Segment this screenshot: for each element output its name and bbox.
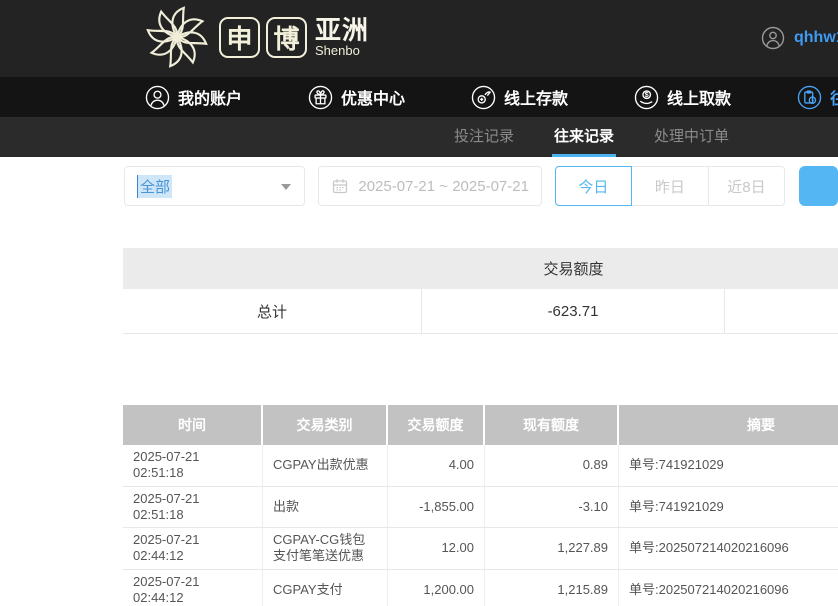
cell-time: 2025-07-21 02:44:12 [123, 528, 263, 569]
top-header: 申 博 亚洲 Shenbo qhhw1 [0, 0, 838, 77]
yesterday-button[interactable]: 昨日 [631, 166, 709, 206]
table-row: 2025-07-21 02:44:12 CGPAY支付 1,200.00 1,2… [123, 569, 838, 606]
cell-time: 2025-07-21 02:51:18 [123, 486, 263, 527]
col-header-type: 交易类别 [263, 405, 388, 445]
table-header-row: 时间 交易类别 交易额度 现有额度 摘要 [123, 405, 838, 445]
table-row: 2025-07-21 02:51:18 CGPAY出款优惠 4.00 0.89 … [123, 445, 838, 487]
date-range-value: 2025-07-21 ~ 2025-07-21 [358, 177, 529, 195]
summary-header-amount: 交易额度 [543, 261, 604, 278]
nav-item-deposit[interactable]: 线上存款 [471, 85, 568, 110]
summary-header-row: 交易额度 [123, 248, 838, 289]
nav-item-withdraw[interactable]: $ 线上取款 [634, 85, 731, 110]
cell-amount: -1,855.00 [388, 486, 485, 527]
logo-char-bo: 博 [266, 16, 307, 58]
transactions-table: 时间 交易类别 交易额度 现有额度 摘要 2025-07-21 02:51:18… [123, 405, 838, 606]
nav-label: 线上存款 [504, 91, 569, 108]
site-logo[interactable]: 申 博 亚洲 Shenbo [143, 3, 369, 71]
table-row: 2025-07-21 02:51:18 出款 -1,855.00 -3.10 单… [123, 486, 838, 528]
filter-row: 全部 2025-07-21 ~ 2025-07-21 今日 昨日 近8日 [123, 166, 838, 206]
logo-subtitle-text: Shenbo [315, 42, 360, 58]
records-tab-bar: 投注记录 往来记录 处理中订单 [0, 117, 838, 157]
summary-total-row: 总计 -623.71 [123, 289, 838, 334]
chevron-down-icon [281, 184, 292, 190]
nav-label: 优惠中心 [341, 91, 406, 108]
tab-pending-orders[interactable]: 处理中订单 [654, 128, 730, 145]
cell-time: 2025-07-21 02:51:18 [123, 445, 263, 486]
cell-summary: 单号:202507214020216096 [629, 540, 789, 556]
cell-amount: 4.00 [388, 445, 485, 486]
nav-item-promotions[interactable]: 优惠中心 [308, 85, 405, 110]
date-range-input[interactable]: 2025-07-21 ~ 2025-07-21 [318, 166, 542, 206]
account-icon [145, 85, 170, 110]
content-area: 全部 2025-07-21 ~ 2025-07-21 今日 昨日 近8日 [0, 166, 838, 606]
col-header-time: 时间 [123, 405, 263, 445]
username: qhhw1 [794, 29, 838, 46]
cell-type: 出款 [263, 486, 388, 527]
summary-empty-cell [725, 289, 838, 333]
cell-balance: -3.10 [485, 486, 619, 527]
calendar-icon [331, 177, 349, 195]
withdraw-icon: $ [634, 85, 659, 110]
col-header-amount: 交易额度 [388, 405, 485, 445]
cell-balance: 0.89 [485, 445, 619, 486]
cell-type: CGPAY支付 [263, 569, 388, 606]
nav-label: 往来记录 [830, 85, 838, 109]
cell-amount: 1,200.00 [388, 569, 485, 606]
logo-char-shen: 申 [219, 16, 260, 58]
promo-icon [308, 85, 333, 110]
main-navbar: 我的账户 优惠中心 线上存款 $ 线上取款 [0, 77, 838, 117]
summary-total-label: 总计 [123, 289, 422, 333]
deposit-icon [471, 85, 496, 110]
summary-table: 交易额度 总计 -623.71 [123, 248, 838, 334]
cell-balance: 1,227.89 [485, 528, 619, 569]
tab-transaction-records[interactable]: 往来记录 [552, 117, 617, 157]
cell-time: 2025-07-21 02:44:12 [123, 569, 263, 606]
last-8-days-button[interactable]: 近8日 [708, 166, 785, 206]
col-header-summary: 摘要 [747, 417, 775, 433]
cell-summary: 单号:741921029 [629, 457, 724, 473]
cell-type: CGPAY-CG钱包支付笔笔送优惠 [263, 528, 388, 569]
nav-item-my-account[interactable]: 我的账户 [145, 85, 242, 110]
type-select-value: 全部 [137, 174, 173, 198]
quick-date-buttons: 今日 昨日 近8日 [554, 166, 785, 206]
tab-betting-records[interactable]: 投注记录 [454, 128, 515, 145]
nav-item-records[interactable]: 往来记录 [797, 85, 838, 110]
nav-label: 我的账户 [178, 91, 243, 108]
svg-text:$: $ [645, 90, 649, 99]
col-header-balance: 现有额度 [485, 405, 619, 445]
cell-amount: 12.00 [388, 528, 485, 569]
table-row: 2025-07-21 02:44:12 CGPAY-CG钱包支付笔笔送优惠 12… [123, 528, 838, 570]
user-avatar-icon [761, 26, 785, 50]
cell-summary: 单号:202507214020216096 [629, 581, 789, 597]
cell-type: CGPAY出款优惠 [263, 445, 388, 486]
cell-balance: 1,215.89 [485, 569, 619, 606]
records-icon [797, 85, 822, 110]
flower-logo-icon [143, 3, 211, 71]
logo-region-block: 亚洲 Shenbo [315, 14, 370, 58]
user-account[interactable]: qhhw1 [761, 26, 838, 50]
today-button[interactable]: 今日 [554, 166, 632, 206]
summary-total-value: -623.71 [422, 289, 725, 333]
search-button[interactable] [798, 166, 838, 206]
nav-label: 线上取款 [667, 91, 732, 108]
logo-region-text: 亚洲 [315, 14, 370, 45]
cell-summary: 单号:741921029 [629, 498, 724, 514]
logo-characters: 申 博 [219, 16, 307, 58]
type-select[interactable]: 全部 [124, 166, 306, 206]
